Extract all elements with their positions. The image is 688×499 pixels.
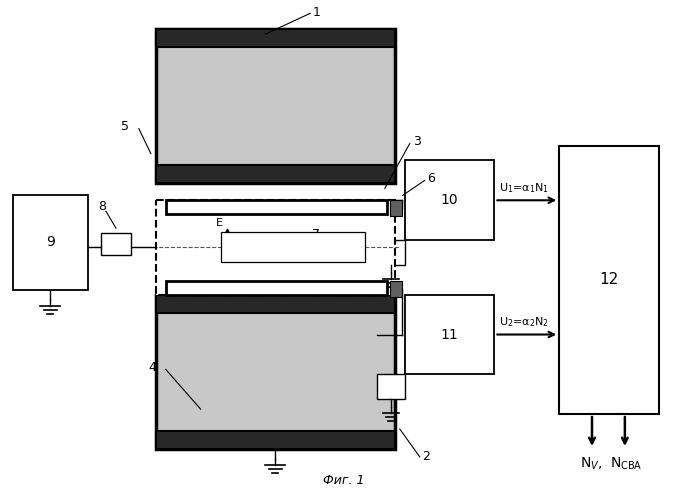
Bar <box>405 295 495 374</box>
Text: 4: 4 <box>149 361 157 374</box>
Text: H: H <box>233 234 241 244</box>
Bar <box>155 200 395 295</box>
Bar <box>390 200 402 216</box>
Bar <box>405 161 495 240</box>
Text: U$_2$=α$_2$N$_2$: U$_2$=α$_2$N$_2$ <box>499 316 550 329</box>
Bar <box>220 232 365 262</box>
Bar <box>155 431 395 449</box>
Text: 2: 2 <box>422 450 429 464</box>
Bar <box>166 281 387 295</box>
Text: 9: 9 <box>46 235 54 249</box>
Text: 7: 7 <box>312 228 320 241</box>
Text: N$_\mathregular{СВА}$: N$_\mathregular{СВА}$ <box>610 456 643 472</box>
Bar <box>166 200 387 214</box>
Text: E: E <box>215 218 222 228</box>
Text: N$_V$,: N$_V$, <box>580 456 603 472</box>
Bar <box>155 166 395 183</box>
Bar <box>155 200 395 295</box>
Text: 10: 10 <box>441 193 458 207</box>
Text: Фиг. 1: Фиг. 1 <box>323 474 365 487</box>
Bar <box>13 195 88 290</box>
Bar <box>101 233 131 255</box>
Text: 1: 1 <box>313 6 321 19</box>
Bar <box>559 146 658 414</box>
Text: 5: 5 <box>121 120 129 133</box>
Bar <box>155 295 395 449</box>
Text: 11: 11 <box>441 327 458 341</box>
Text: U$_1$=α$_1$N$_1$: U$_1$=α$_1$N$_1$ <box>499 182 550 195</box>
Bar <box>390 281 402 297</box>
Bar <box>377 374 405 399</box>
Text: 12: 12 <box>599 272 619 287</box>
Bar <box>155 29 395 47</box>
Text: 3: 3 <box>413 135 420 148</box>
Bar <box>377 240 405 265</box>
Text: 8: 8 <box>98 200 106 213</box>
Bar <box>155 29 395 183</box>
Bar <box>155 295 395 313</box>
Text: 6: 6 <box>427 172 435 185</box>
